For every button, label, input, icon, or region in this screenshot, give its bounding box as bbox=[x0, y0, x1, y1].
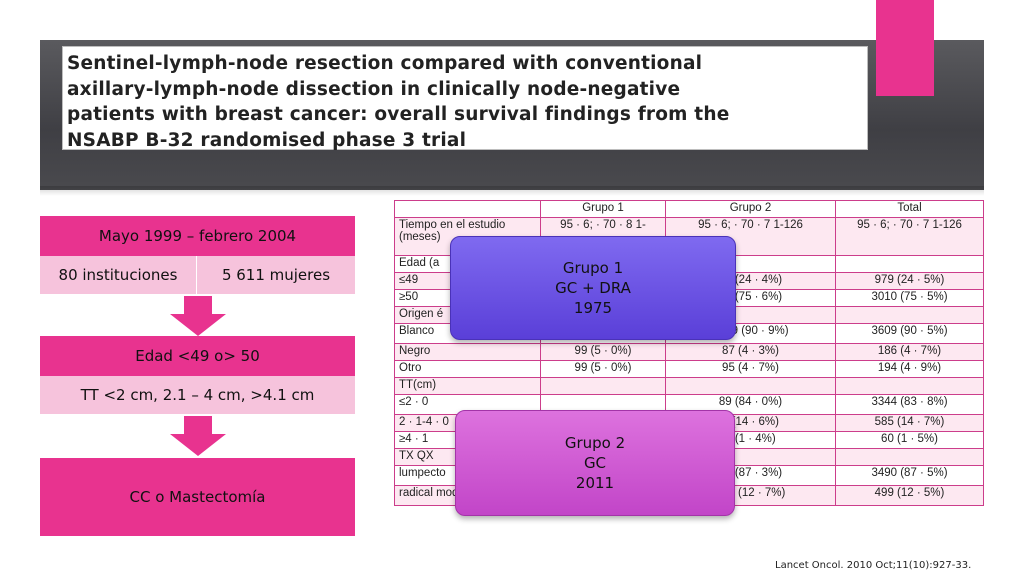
table-cell: 95 (4 · 7%) bbox=[665, 360, 836, 378]
table-cell: 3344 (83 · 8%) bbox=[835, 394, 984, 415]
women-box: 5 611 mujeres bbox=[197, 256, 355, 294]
table-row-label: Negro bbox=[394, 343, 541, 361]
group-1-name: Grupo 1 bbox=[562, 259, 624, 277]
group-2-count: 2011 bbox=[575, 474, 615, 492]
group-2-box: Grupo 2 GC 2011 bbox=[455, 410, 735, 516]
down-arrow-icon bbox=[170, 296, 226, 336]
group-2-desc: GC bbox=[583, 454, 607, 472]
table-cell: 95 · 6; · 70 · 7 1-126 bbox=[835, 217, 984, 256]
table-header-cell bbox=[394, 200, 541, 218]
table-header-row: Grupo 1 Grupo 2 Total bbox=[394, 200, 984, 218]
table-cell: 585 (14 · 7%) bbox=[835, 414, 984, 432]
table-header-cell: Grupo 2 bbox=[665, 200, 836, 218]
table-row: TT(cm) bbox=[394, 377, 984, 395]
table-cell: 3609 (90 · 5%) bbox=[835, 323, 984, 344]
group-1-box: Grupo 1 GC + DRA 1975 bbox=[450, 236, 736, 340]
title-line-2: axillary-lymph-node dissection in clinic… bbox=[67, 78, 681, 100]
table-cell bbox=[835, 377, 984, 395]
table-cell: 3010 (75 · 5%) bbox=[835, 289, 984, 307]
table-row: Negro 99 (5 · 0%) 87 (4 · 3%) 186 (4 · 7%) bbox=[394, 343, 984, 361]
table-cell: 89 (84 · 0%) bbox=[665, 394, 836, 415]
table-header-cell: Grupo 1 bbox=[540, 200, 666, 218]
table-cell bbox=[540, 377, 666, 395]
title-line-1: Sentinel-lymph-node resection compared w… bbox=[67, 53, 703, 74]
table-row: ≤2 · 0 89 (84 · 0%) 3344 (83 · 8%) bbox=[394, 394, 984, 415]
table-cell bbox=[665, 377, 836, 395]
surgery-box: CC o Mastectomía bbox=[40, 458, 355, 536]
period-box: Mayo 1999 – febrero 2004 bbox=[40, 216, 355, 256]
table-cell: 194 (4 · 9%) bbox=[835, 360, 984, 378]
group-1-desc: GC + DRA bbox=[555, 279, 631, 297]
table-cell: 99 (5 · 0%) bbox=[540, 360, 666, 378]
title-box: Sentinel-lymph-node resection compared w… bbox=[62, 46, 868, 151]
table-cell: 99 (5 · 0%) bbox=[540, 343, 666, 361]
table-row-label: TT(cm) bbox=[394, 377, 541, 395]
title-line-3: patients with breast cancer: overall sur… bbox=[67, 104, 730, 125]
table-cell bbox=[835, 255, 984, 273]
institutions-box: 80 instituciones bbox=[40, 256, 197, 294]
age-text: Edad <49 o> 50 bbox=[135, 347, 260, 365]
table-cell: 60 (1 · 5%) bbox=[835, 431, 984, 449]
title-line-4: NSABP B-32 randomised phase 3 trial bbox=[67, 129, 467, 151]
table-header-cell: Total bbox=[835, 200, 984, 218]
table-cell bbox=[540, 394, 666, 415]
table-row: Otro 99 (5 · 0%) 95 (4 · 7%) 194 (4 · 9%) bbox=[394, 360, 984, 378]
table-cell: 499 (12 · 5%) bbox=[835, 485, 984, 506]
down-arrow-icon bbox=[170, 416, 226, 456]
table-row-label: Otro bbox=[394, 360, 541, 378]
table-cell bbox=[835, 306, 984, 324]
pink-accent-tab bbox=[876, 0, 934, 96]
table-cell: 87 (4 · 3%) bbox=[665, 343, 836, 361]
group-1-count: 1975 bbox=[573, 299, 613, 317]
table-cell bbox=[835, 448, 984, 466]
group-2-name: Grupo 2 bbox=[564, 434, 626, 452]
citation: Lancet Oncol. 2010 Oct;11(10):927-33. bbox=[775, 560, 972, 571]
table-cell: 186 (4 · 7%) bbox=[835, 343, 984, 361]
age-box: Edad <49 o> 50 bbox=[40, 336, 355, 376]
table-cell: 3490 (87 · 5%) bbox=[835, 465, 984, 486]
table-cell: 979 (24 · 5%) bbox=[835, 272, 984, 290]
tumor-size-box: TT <2 cm, 2.1 – 4 cm, >4.1 cm bbox=[40, 376, 355, 414]
